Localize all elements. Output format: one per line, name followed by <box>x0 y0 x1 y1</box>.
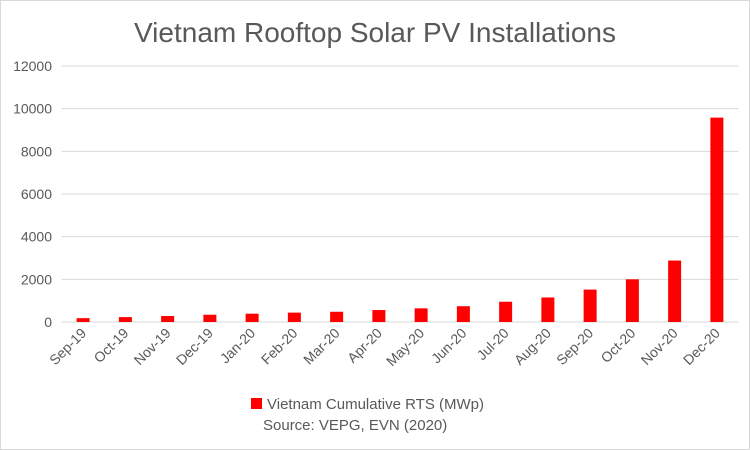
bar-feb-20 <box>287 312 301 322</box>
bar-dec-19 <box>203 314 217 322</box>
x-tick-label: Feb-20 <box>258 325 301 368</box>
x-tick-label: Mar-20 <box>300 325 343 368</box>
bar-oct-20 <box>625 279 639 322</box>
x-tick-label: Sep-20 <box>553 325 596 368</box>
gridlines <box>62 65 738 323</box>
y-tick-label: 4000 <box>21 229 52 245</box>
x-tick-label: Jun-20 <box>428 325 470 367</box>
x-tick-label: Nov-19 <box>131 325 174 368</box>
bar-aug-20 <box>541 297 555 322</box>
x-tick-label: Jan-20 <box>217 325 259 367</box>
bar-apr-20 <box>372 310 386 322</box>
x-axis-ticks: Sep-19 Oct-19 Nov-19 Dec-19 Jan-20 Feb-20 Mar-… <box>46 325 723 369</box>
bar-oct-19 <box>118 317 132 322</box>
legend-swatch <box>251 398 262 409</box>
y-tick-label: 12000 <box>13 58 52 74</box>
y-tick-label: 6000 <box>21 186 52 202</box>
y-tick-label: 10000 <box>13 101 52 117</box>
bars <box>76 117 724 322</box>
bar-nov-19 <box>161 316 175 322</box>
x-tick-label: Apr-20 <box>344 325 385 366</box>
source-note: Source: VEPG, EVN (2020) <box>263 417 447 434</box>
legend: Vietnam Cumulative RTS (MWp) <box>251 396 484 413</box>
y-tick-label: 0 <box>44 314 52 330</box>
bar-sep-19 <box>76 318 90 322</box>
x-tick-label: Aug-20 <box>511 325 554 368</box>
legend-label: Vietnam Cumulative RTS (MWp) <box>267 396 484 413</box>
y-axis-ticks: 0 2000 4000 6000 8000 10000 12000 <box>13 58 52 330</box>
x-tick-label: Sep-19 <box>46 325 89 368</box>
bar-sep-20 <box>583 289 597 322</box>
x-tick-label: Nov-20 <box>638 325 681 368</box>
bar-jan-20 <box>245 313 259 322</box>
x-tick-label: Dec-19 <box>173 325 216 368</box>
bar-mar-20 <box>330 311 344 322</box>
bar-nov-20 <box>668 260 682 322</box>
bar-may-20 <box>414 308 428 322</box>
x-tick-label: Dec-20 <box>680 325 723 368</box>
y-tick-label: 2000 <box>21 271 52 287</box>
x-tick-label: May-20 <box>383 325 427 369</box>
x-tick-label: Jul-20 <box>473 325 511 363</box>
bar-jun-20 <box>456 306 470 322</box>
y-tick-label: 8000 <box>21 143 52 159</box>
chart-title: Vietnam Rooftop Solar PV Installations <box>134 17 616 48</box>
x-tick-label: Oct-20 <box>597 325 638 366</box>
bar-dec-20 <box>710 117 724 322</box>
bar-jul-20 <box>499 301 513 322</box>
x-tick-label: Oct-19 <box>90 325 131 366</box>
